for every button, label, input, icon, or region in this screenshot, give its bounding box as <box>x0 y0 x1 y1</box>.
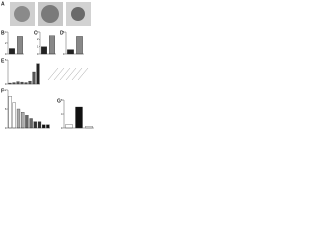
bar <box>49 35 55 55</box>
y-tick-label: 2 <box>5 41 7 45</box>
y-tick-label: 4 <box>5 30 7 34</box>
bar <box>42 124 46 129</box>
y-tick-label: 0 <box>5 52 7 56</box>
panel-label: B <box>1 30 5 36</box>
y-tick-label: 2 <box>37 37 39 41</box>
bar <box>33 121 37 129</box>
bar <box>12 102 16 129</box>
y-tick-label: 0 <box>5 126 7 130</box>
y-tick-label: 6 <box>5 107 7 111</box>
bar <box>17 36 23 55</box>
y-tick-label: 3 <box>37 30 39 34</box>
panel-label: F <box>1 88 4 94</box>
bar <box>76 36 83 55</box>
micrograph-object <box>14 6 30 22</box>
bar <box>16 108 21 129</box>
bar <box>9 48 15 55</box>
y-tick-label: 8 <box>61 98 63 102</box>
bar <box>85 126 93 129</box>
panel-label: C <box>34 30 38 36</box>
bar <box>24 82 28 85</box>
bar <box>41 46 47 55</box>
decoration <box>47 67 89 81</box>
y-tick-label: 4 <box>61 112 63 116</box>
y-tick-label: 5 <box>5 58 7 62</box>
bar <box>21 112 25 129</box>
panel-label: E <box>1 58 5 64</box>
bar <box>16 81 20 85</box>
y-tick-label: 5 <box>63 30 65 34</box>
bar <box>29 118 33 129</box>
panel-label: A <box>1 1 5 7</box>
bar <box>32 71 36 85</box>
bar <box>67 49 74 55</box>
y-tick-label: 0 <box>61 126 63 130</box>
bar <box>37 121 42 129</box>
panel-label: D <box>60 30 64 36</box>
bar <box>75 106 83 129</box>
y-tick-label: 1 <box>37 44 39 48</box>
bar <box>25 115 29 129</box>
y-tick-label: 0 <box>5 82 7 86</box>
micrograph-object <box>41 5 59 23</box>
bar <box>20 81 24 85</box>
micrograph-object <box>71 7 85 21</box>
bar <box>28 80 32 85</box>
bar <box>65 124 73 129</box>
y-tick-label: 12 <box>3 88 7 92</box>
bar <box>36 63 40 85</box>
bar <box>12 82 16 85</box>
panel-label: G <box>57 98 61 104</box>
y-tick-label: 0 <box>63 52 65 56</box>
bar <box>46 124 50 129</box>
bar <box>8 96 12 129</box>
y-tick-label: 0 <box>37 52 39 56</box>
